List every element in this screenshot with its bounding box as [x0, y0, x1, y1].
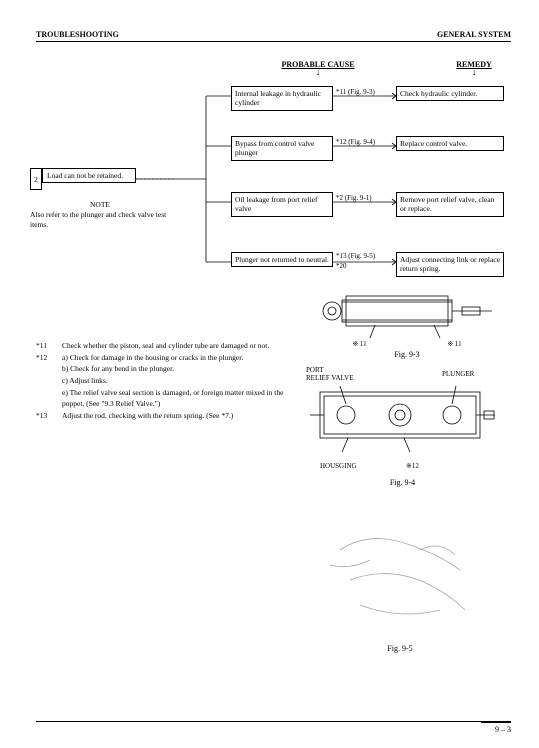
fig94-label-housing: HOUSGING: [320, 462, 357, 470]
fig94-label-plunger: PLUNGER: [442, 370, 474, 378]
fig-9-4-drawing: [300, 380, 505, 460]
fig94-label-port: PORT: [306, 366, 323, 374]
cause-box: Oil leakage from port relief valve: [231, 192, 333, 217]
remedy-box: Check hydraulic cylinder.: [396, 86, 504, 101]
fig94-label-relief: RELIEF VALVE: [306, 374, 354, 382]
ref-text: *12 (Fig. 9-4): [336, 138, 375, 146]
ref-text: *20: [336, 262, 347, 270]
fn-tag: *11: [36, 340, 62, 352]
fig94-caption: Fig. 9-4: [300, 478, 505, 487]
cause-box: Plunger not returned to neutral.: [231, 252, 333, 267]
header-left: TROUBLESHOOTING: [36, 30, 119, 39]
fn-text: Adjust the rod, checking with the return…: [62, 410, 288, 422]
fn-text: Check whether the piston, seal and cylin…: [62, 340, 288, 352]
troubleshoot-diagram: 2 Load can not be retained. NOTE Also re…: [36, 84, 511, 284]
remedy-box: Remove port relief valve, clean or repla…: [396, 192, 504, 217]
fig93-mark-left: ※ 11: [352, 340, 366, 348]
trouble-number: 2: [30, 168, 42, 190]
arrow-down-icon: ↓: [434, 69, 514, 77]
fn-text: e) The relief valve seal section is dama…: [62, 387, 288, 410]
fig93-mark-right: ※ 11: [447, 340, 461, 348]
page-rule: [36, 721, 511, 722]
fig-9-5-drawing: [300, 510, 500, 640]
page-number: 9 – 3: [481, 722, 511, 734]
ref-text: *11 (Fig. 9-3): [336, 88, 375, 96]
fn-tag: *12: [36, 352, 62, 410]
fn-text: b) Check for any bend in the plunger.: [62, 363, 288, 375]
fig94-mark: ※12: [406, 462, 419, 470]
cause-box: Internal leakage in hydraulic cylinder: [231, 86, 333, 111]
note-title: NOTE: [30, 200, 170, 210]
remedy-box: Adjust connecting link or replace return…: [396, 252, 504, 277]
fig93-caption: Fig. 9-3: [312, 350, 502, 359]
fn-text: c) Adjust links.: [62, 375, 288, 387]
fig95-caption: Fig. 9-5: [300, 644, 500, 653]
arrow-down-icon: ↓: [268, 69, 368, 77]
cause-box: Bypass from control valve plunger: [231, 136, 333, 161]
remedy-box: Replace control valve.: [396, 136, 504, 151]
ref-text: *2 (Fig. 9-1): [336, 194, 372, 202]
fn-text: a) Check for damage in the housing or cr…: [62, 352, 288, 364]
note-body: Also refer to the plunger and check valv…: [30, 210, 170, 230]
fn-tag: *13: [36, 410, 62, 422]
fig-9-3-drawing: [312, 282, 502, 342]
header-right: GENERAL SYSTEM: [437, 30, 511, 39]
ref-text: *13 (Fig. 9-5): [336, 252, 375, 260]
trouble-box: Load can not be retained.: [42, 168, 136, 183]
